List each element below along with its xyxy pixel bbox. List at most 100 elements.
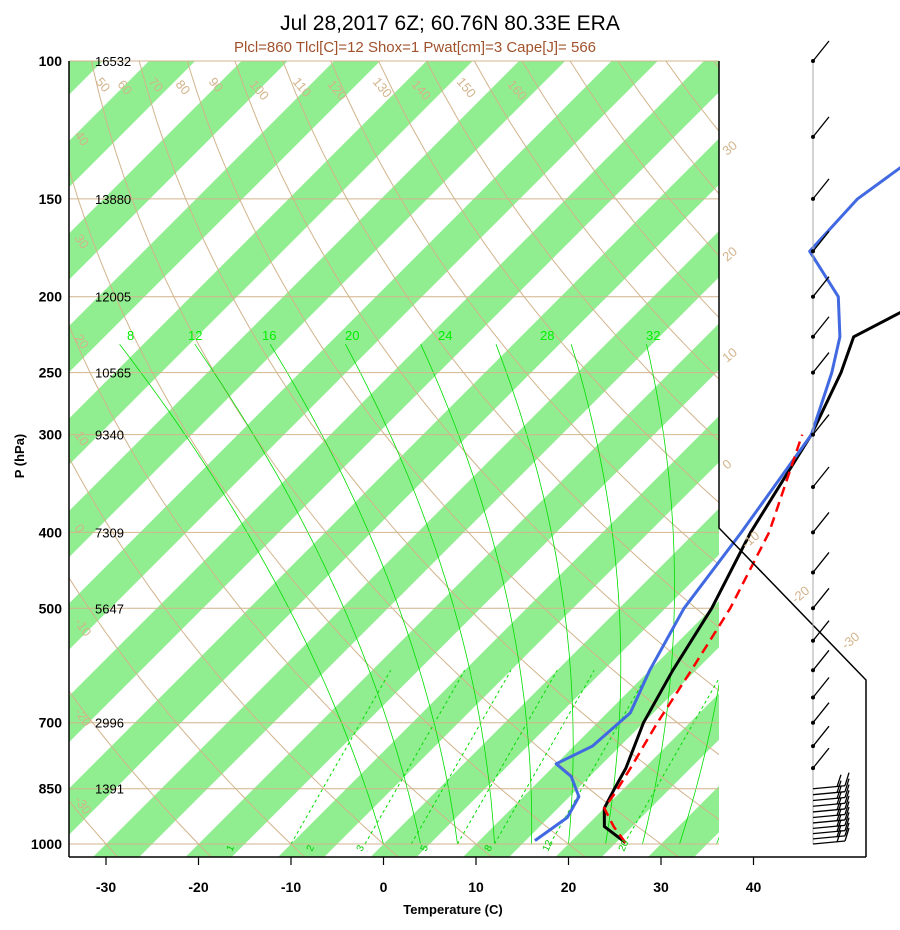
overlay-labels: 50 60 70 80 90 100 110 120 130 140 150 160403020100… xyxy=(72,74,863,853)
wind-barb-flag xyxy=(844,812,850,826)
height-label: 13880 xyxy=(95,192,131,207)
moist-adiabat xyxy=(420,344,533,845)
height-label: 2996 xyxy=(95,716,124,731)
moist-adiabat xyxy=(495,344,574,845)
isotherm-band xyxy=(93,231,719,857)
wind-barb-flag xyxy=(844,772,850,786)
isotherm-band xyxy=(69,61,196,188)
mixing-ratio-label: 1 xyxy=(225,843,238,853)
height-label: 16532 xyxy=(95,54,131,69)
wind-barb xyxy=(812,796,846,802)
x-tick-label: 20 xyxy=(561,879,577,895)
wind-barb xyxy=(812,802,846,807)
wind-barb xyxy=(812,116,830,138)
isotherm-band xyxy=(69,61,566,558)
wind-barb xyxy=(812,552,830,573)
wind-barb xyxy=(812,352,830,373)
mixing-ratio-label: 8 xyxy=(483,843,496,853)
dry-adiabat xyxy=(69,456,400,857)
adiabat-label: 150 xyxy=(454,74,479,100)
parcel-line xyxy=(603,434,804,844)
dry-adiabat xyxy=(69,690,213,857)
dry-adiabat xyxy=(69,576,306,857)
wind-barb-panel xyxy=(811,40,850,845)
wind-barb xyxy=(812,40,830,62)
y-tick-label: 200 xyxy=(39,289,63,305)
dry-adiabat xyxy=(426,61,719,442)
chart-subtitle: Plcl=860 Tlcl[C]=12 Shox=1 Pwat[cm]=3 Ca… xyxy=(234,39,596,56)
wind-barb xyxy=(812,649,830,671)
x-tick-label: 40 xyxy=(746,879,762,895)
dry-adiabat xyxy=(69,800,119,857)
wind-barb xyxy=(812,829,846,835)
y-tick-label: 400 xyxy=(39,524,63,540)
temperature-line xyxy=(602,311,900,844)
isotherm-band xyxy=(814,0,900,876)
isotherm-label: 10 xyxy=(719,345,740,366)
wind-barb xyxy=(812,725,830,747)
y-tick-label: 150 xyxy=(39,191,63,207)
dry-adiabat xyxy=(282,61,719,629)
height-label: 5647 xyxy=(95,601,124,616)
wind-barb-flag xyxy=(844,817,850,831)
dry-adiabat xyxy=(810,61,900,861)
mixing-ratio-label: 5 xyxy=(419,843,432,853)
isotherm-band xyxy=(278,416,719,857)
wind-barb xyxy=(812,813,846,819)
y-tick-label: 300 xyxy=(39,427,63,443)
dewpoint-line xyxy=(534,166,900,842)
wind-barb xyxy=(812,230,830,252)
y-tick-label: 850 xyxy=(39,781,63,797)
isotherm-band xyxy=(648,786,719,857)
isotherm-band xyxy=(555,693,719,857)
wind-barb-flag xyxy=(844,827,850,842)
wind-barb xyxy=(812,178,830,200)
wind-barb-flag xyxy=(844,806,850,821)
adiabat-label: 20 xyxy=(72,331,93,351)
isotherm-label: -30 xyxy=(838,629,862,653)
isotherm-band xyxy=(463,601,719,857)
mixing-ratio-label: 2 xyxy=(305,843,318,853)
plot-right-boundary xyxy=(718,61,867,857)
moist-adiabat xyxy=(642,344,675,845)
wind-barb xyxy=(812,808,846,813)
wind-barb xyxy=(812,785,846,790)
wind-barb xyxy=(812,747,830,769)
y-tick-label: 1000 xyxy=(31,836,62,852)
isotherm-bands xyxy=(69,0,900,876)
wind-barb-flag xyxy=(844,822,850,837)
isotherm-label: 30 xyxy=(719,138,740,159)
moist-adiabat xyxy=(269,343,458,845)
x-tick-label: -20 xyxy=(188,879,208,895)
wind-barb xyxy=(812,835,846,840)
moist-adiabat xyxy=(679,682,719,845)
x-tick-label: -10 xyxy=(281,879,301,895)
dry-adiabat xyxy=(762,61,900,861)
sounding-profiles xyxy=(534,166,900,844)
wind-barb xyxy=(812,840,846,845)
moist-adiabat-label: 24 xyxy=(438,328,452,343)
wind-barb-flag xyxy=(844,790,850,804)
x-tick-label: 30 xyxy=(653,879,669,895)
dry-adiabat xyxy=(234,61,719,692)
moist-adiabat-label: 32 xyxy=(646,328,660,343)
wind-barb xyxy=(812,677,830,698)
height-label: 10565 xyxy=(95,366,131,381)
moist-adiabat-label: 8 xyxy=(127,328,134,343)
mixing-ratio-label: 3 xyxy=(355,843,368,853)
height-label: 1391 xyxy=(95,782,124,797)
wind-barb xyxy=(812,702,830,724)
wind-barb-flag xyxy=(844,795,850,810)
height-label: 9340 xyxy=(95,428,124,443)
height-label: 7309 xyxy=(95,525,124,540)
mixing-ratio-label: 12 xyxy=(541,838,556,853)
wind-barb-flag xyxy=(844,801,850,815)
isotherm-band xyxy=(69,61,381,373)
moist-adiabat-label: 12 xyxy=(188,328,202,343)
adiabat-label: 40 xyxy=(72,128,93,148)
adiabat-label: 30 xyxy=(72,231,93,251)
isotherm-band xyxy=(69,61,719,743)
wind-barb xyxy=(812,414,830,435)
